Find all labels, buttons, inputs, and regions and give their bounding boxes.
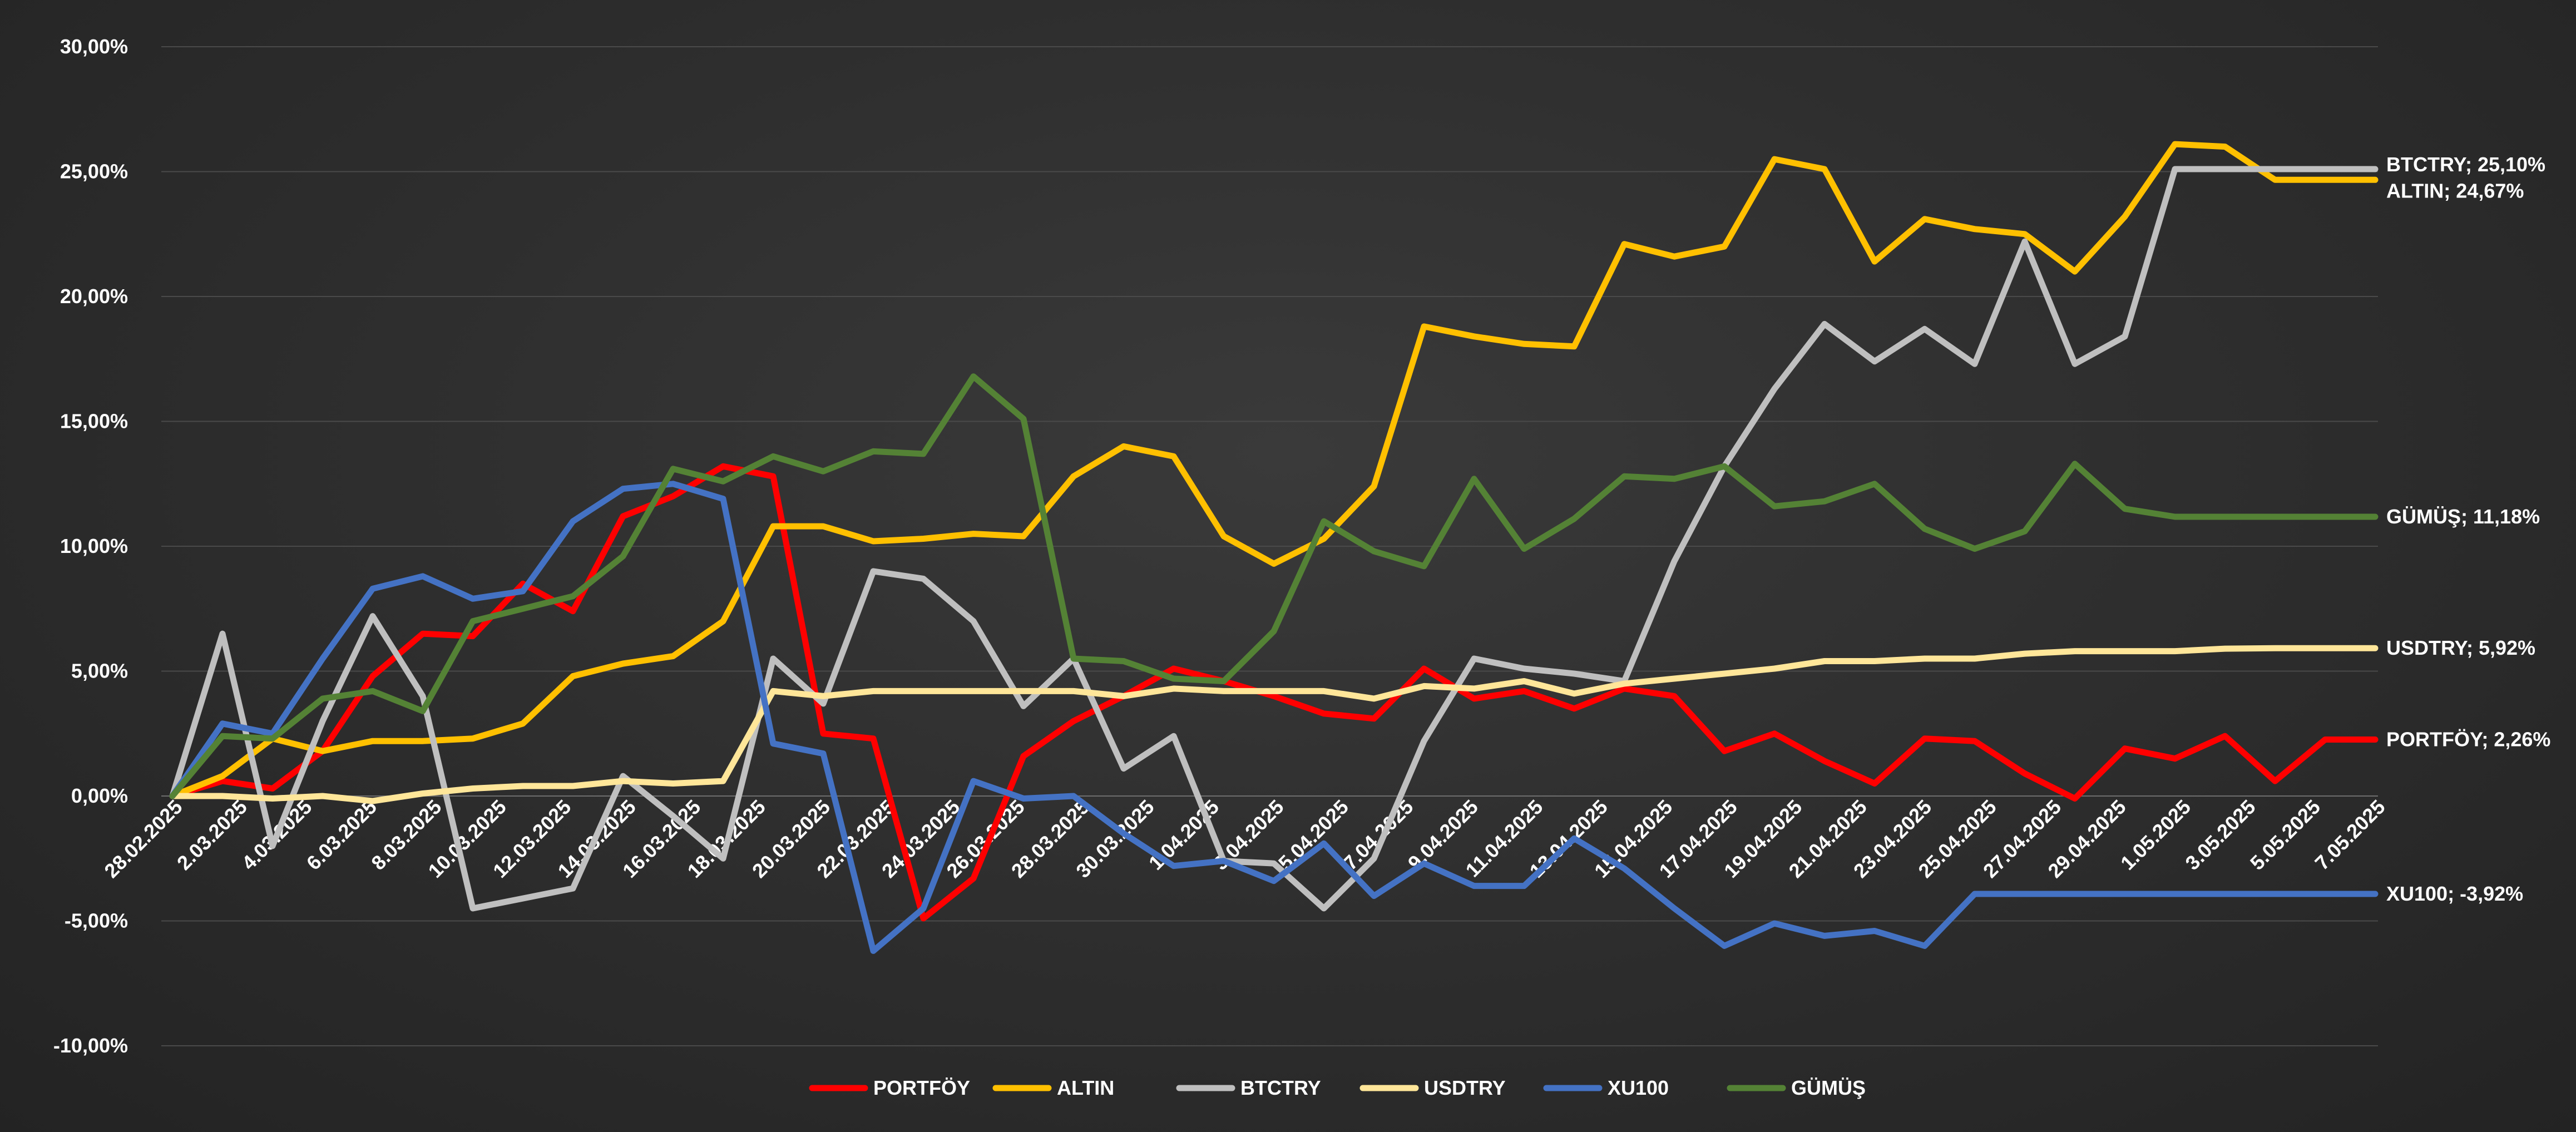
series-line-2 [169, 166, 2379, 912]
y-tick-label: -5,00% [65, 909, 128, 932]
end-data-label: GÜMÜŞ; 11,18% [2386, 505, 2540, 528]
x-tick-label: 2.03.2025 [172, 795, 251, 874]
y-tick-label: 25,00% [60, 160, 128, 183]
gridlines [161, 46, 2378, 1046]
legend: PORTFÖY ALTIN BTCTRY USDTRY XU100 GÜMÜŞ [809, 1076, 1866, 1099]
y-tick-label: 15,00% [60, 410, 128, 433]
y-axis-tick-labels: -10,00% -5,00% 0,00% 5,00% 10,00% 15,00% 20,00… [53, 35, 128, 1057]
y-tick-label: 5,00% [71, 660, 128, 683]
series-line-1 [169, 141, 2379, 799]
series-line-0 [169, 463, 2379, 922]
x-tick-label: 5.05.2025 [2246, 795, 2325, 874]
legend-label: XU100 [1608, 1076, 1669, 1099]
series-lines [169, 141, 2379, 954]
end-data-label: ALTIN; 24,67% [2386, 179, 2524, 202]
y-tick-label: 20,00% [60, 285, 128, 308]
end-data-labels: PORTFÖY; 2,26% ALTIN; 24,67% BTCTRY; 25,10… [2386, 153, 2550, 905]
x-tick-label: 1.05.2025 [2116, 795, 2195, 874]
legend-label: BTCTRY [1240, 1076, 1321, 1099]
y-tick-label: 10,00% [60, 535, 128, 557]
series-line-4 [169, 481, 2379, 954]
y-tick-label: 30,00% [60, 35, 128, 58]
x-tick-label: 7.04.2025 [1338, 795, 1417, 874]
end-data-label: USDTRY; 5,92% [2386, 636, 2535, 659]
legend-label: ALTIN [1057, 1076, 1114, 1099]
legend-label: USDTRY [1424, 1076, 1506, 1099]
end-data-label: BTCTRY; 25,10% [2386, 153, 2545, 176]
y-tick-label: 0,00% [71, 784, 128, 807]
series-line-5 [169, 373, 2379, 799]
x-tick-label: 7.05.2025 [2310, 795, 2389, 874]
x-tick-label: 6.03.2025 [302, 795, 381, 874]
x-tick-label: 28.02.2025 [100, 795, 186, 882]
legend-label: GÜMÜŞ [1791, 1076, 1866, 1099]
x-tick-label: 3.05.2025 [2181, 795, 2259, 874]
end-data-label: PORTFÖY; 2,26% [2386, 728, 2550, 751]
series-line-3 [169, 645, 2379, 804]
legend-label: PORTFÖY [873, 1076, 970, 1099]
y-tick-label: -10,00% [53, 1034, 128, 1057]
end-data-label: XU100; -3,92% [2386, 882, 2523, 905]
